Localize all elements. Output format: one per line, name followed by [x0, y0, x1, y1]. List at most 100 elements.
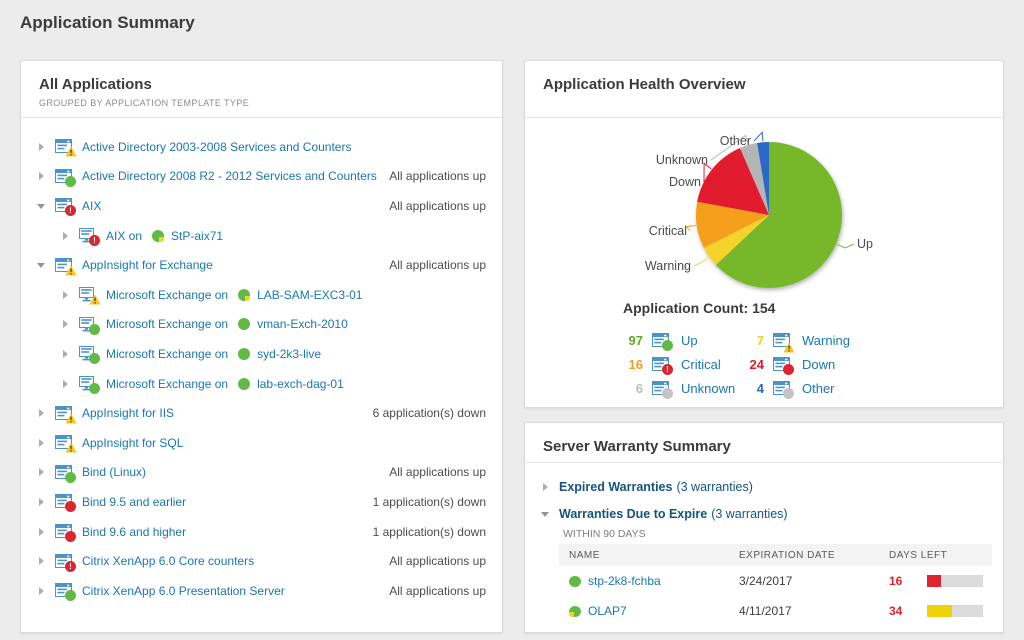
pie-slice-critical[interactable] — [695, 201, 769, 248]
app-tree-row[interactable]: ! Citrix XenApp 6.0 Core counters All appl… — [21, 546, 502, 576]
application-status-text: All applications up — [389, 198, 486, 213]
legend-label-link[interactable]: Other — [802, 380, 835, 396]
legend-count: 7 — [756, 332, 764, 348]
warranty-group-header[interactable]: Warranties Due to Expire (3 warranties) — [541, 500, 987, 527]
up-status-icon — [65, 471, 76, 483]
expand-arrow-icon[interactable] — [37, 497, 47, 507]
app-tree-row[interactable]: Active Directory 2003-2008 Services and … — [21, 132, 502, 162]
expand-arrow-icon[interactable] — [61, 349, 71, 359]
application-link[interactable]: Bind 9.5 and earlier — [82, 494, 187, 509]
application-link[interactable]: Citrix XenApp 6.0 Core counters — [82, 554, 255, 569]
application-link[interactable]: AIX on — [106, 228, 143, 243]
all-applications-header: All Applications GROUPED BY APPLICATION … — [21, 61, 502, 118]
app-tree-row[interactable]: AppInsight for IIS 6 application(s) down — [21, 398, 502, 428]
warranty-group-link[interactable]: Warranties Due to Expire — [559, 506, 708, 521]
expand-arrow-icon[interactable] — [61, 290, 71, 300]
app-tree-row[interactable]: AppInsight for Exchange All applications … — [21, 250, 502, 280]
app-tree-row[interactable]: Microsoft Exchange on lab-exch-dag-01 — [21, 369, 502, 399]
warning-icon — [65, 146, 77, 157]
application-template-icon — [652, 380, 673, 399]
application-link[interactable]: Microsoft Exchange on — [106, 376, 229, 391]
up-status-icon — [89, 383, 100, 395]
application-link[interactable]: Bind (Linux) — [82, 465, 147, 480]
app-tree-row[interactable]: ! AIX on StP-aix71 — [21, 221, 502, 251]
legend-label-link[interactable]: Down — [802, 356, 836, 372]
app-tree-row[interactable]: Bind 9.6 and higher 1 application(s) down — [21, 517, 502, 547]
expand-arrow-icon[interactable] — [37, 527, 47, 537]
application-status-text: 1 application(s) down — [372, 524, 486, 539]
legend-label-link[interactable]: Critical — [681, 356, 721, 372]
expand-arrow-icon[interactable] — [37, 171, 47, 181]
server-link[interactable]: vman-Exch-2010 — [257, 317, 348, 332]
legend-label-link[interactable]: Warning — [802, 332, 850, 348]
expand-arrow-icon[interactable] — [37, 438, 47, 448]
application-status-text: All applications up — [389, 258, 486, 273]
application-template-icon — [773, 380, 794, 399]
application-status-text: 6 application(s) down — [372, 406, 486, 421]
server-link[interactable]: LAB-SAM-EXC3-01 — [257, 287, 363, 302]
within-90-days-label: WITHIN 90 DAYS — [563, 528, 646, 540]
pie-slice-down[interactable] — [697, 148, 769, 215]
app-tree-row[interactable]: Microsoft Exchange on vman-Exch-2010 — [21, 310, 502, 340]
app-tree-row[interactable]: Microsoft Exchange on LAB-SAM-EXC3-01 — [21, 280, 502, 310]
app-tree-row[interactable]: Bind 9.5 and earlier 1 application(s) dow… — [21, 487, 502, 517]
application-link[interactable]: AppInsight for IIS — [82, 406, 175, 421]
pie-slice-unknown[interactable] — [740, 143, 769, 215]
application-template-icon: ! — [55, 553, 76, 572]
server-status-icon — [238, 377, 251, 390]
expand-arrow-icon[interactable] — [37, 586, 47, 596]
server-link[interactable]: syd-2k3-live — [257, 346, 322, 361]
column-header: DAYS LEFT — [889, 549, 948, 561]
expand-arrow-icon[interactable] — [61, 231, 71, 241]
server-link[interactable]: lab-exch-dag-01 — [257, 376, 344, 391]
up-status-icon — [662, 339, 673, 351]
application-template-icon — [55, 524, 76, 543]
application-link[interactable]: Bind 9.6 and higher — [82, 524, 187, 539]
application-link[interactable]: Active Directory 2003-2008 Services and … — [82, 139, 352, 154]
expand-arrow-icon[interactable] — [37, 467, 47, 477]
expand-arrow-icon[interactable] — [61, 379, 71, 389]
server-link[interactable]: stp-2k8-fchba — [588, 574, 661, 588]
app-tree-row[interactable]: Citrix XenApp 6.0 Presentation Server All… — [21, 576, 502, 606]
collapse-arrow-icon[interactable] — [37, 201, 47, 211]
application-template-icon: ! — [55, 198, 76, 217]
server-link[interactable]: StP-aix71 — [171, 228, 224, 243]
expand-arrow-icon[interactable] — [37, 142, 47, 152]
application-link[interactable]: Citrix XenApp 6.0 Presentation Server — [82, 583, 285, 598]
application-link[interactable]: AppInsight for Exchange — [82, 258, 213, 273]
health-pie-chart: Up Warning Critical Down Unknown Other — [645, 131, 873, 288]
application-template-icon — [55, 494, 76, 513]
expand-arrow-icon[interactable] — [541, 482, 551, 492]
warranty-group-link[interactable]: Expired Warranties — [559, 479, 673, 494]
warranty-group-header[interactable]: Expired Warranties (3 warranties) — [541, 473, 987, 500]
application-link[interactable]: Microsoft Exchange on — [106, 346, 229, 361]
health-legend: 97 Up 7 Warning 16! Critical 24 Down 6 Unknown 4 Ot… — [621, 328, 850, 400]
application-count-label: Application Count: 154 — [623, 300, 776, 316]
pie-slice-other[interactable] — [757, 142, 769, 215]
app-tree-row[interactable]: Bind (Linux) All applications up — [21, 458, 502, 488]
application-link[interactable]: AIX — [82, 198, 102, 213]
app-tree-row[interactable]: Active Directory 2008 R2 - 2012 Services… — [21, 162, 502, 192]
collapse-arrow-icon[interactable] — [541, 509, 551, 519]
up-status-icon — [89, 353, 100, 365]
expand-arrow-icon[interactable] — [61, 319, 71, 329]
app-tree-row[interactable]: ! AIX All applications up — [21, 191, 502, 221]
pie-label-connector — [703, 162, 712, 183]
application-link[interactable]: Microsoft Exchange on — [106, 317, 229, 332]
server-link[interactable]: OLAP7 — [588, 604, 627, 618]
pie-slice-up[interactable] — [715, 142, 842, 288]
expand-arrow-icon[interactable] — [37, 556, 47, 566]
legend-item: 16! Critical — [621, 352, 742, 376]
warranty-table-row: stp-2k8-fchba 3/24/2017 16 — [559, 566, 992, 596]
application-link[interactable]: Active Directory 2008 R2 - 2012 Services… — [82, 169, 377, 184]
legend-label-link[interactable]: Up — [681, 332, 698, 348]
app-tree-row[interactable]: Microsoft Exchange on syd-2k3-live — [21, 339, 502, 369]
legend-label-link[interactable]: Unknown — [681, 380, 736, 396]
application-link[interactable]: AppInsight for SQL — [82, 435, 184, 450]
collapse-arrow-icon[interactable] — [37, 260, 47, 270]
application-link[interactable]: Microsoft Exchange on — [106, 287, 229, 302]
expand-arrow-icon[interactable] — [37, 408, 47, 418]
app-tree-row[interactable]: AppInsight for SQL — [21, 428, 502, 458]
pie-slice-warning[interactable] — [703, 215, 769, 265]
pie-slice-label: Up — [857, 237, 873, 251]
